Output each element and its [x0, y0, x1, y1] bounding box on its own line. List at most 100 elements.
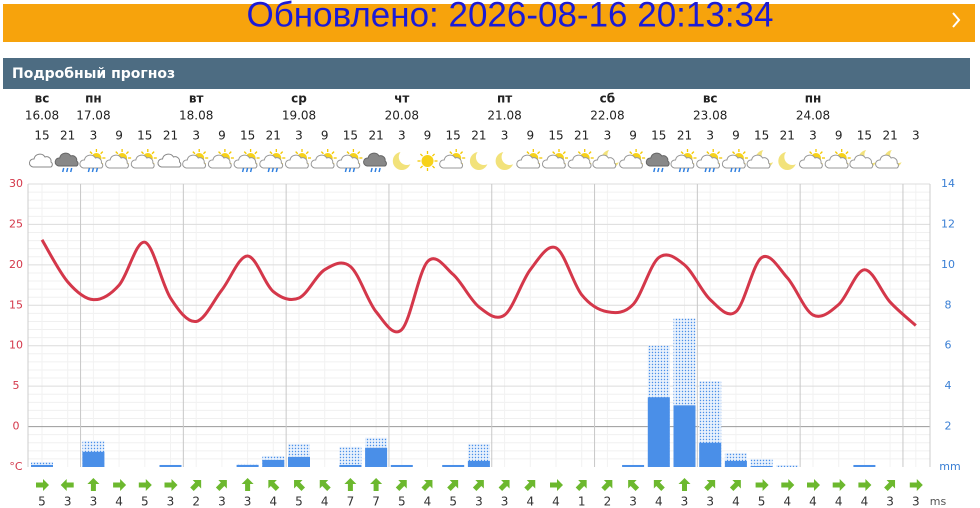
- moon-shadow: [501, 149, 518, 165]
- sun-ray: [431, 153, 436, 157]
- hour-label: 15: [754, 129, 769, 143]
- precip-bar: [159, 464, 182, 467]
- rain-drop: [352, 167, 356, 173]
- y2-tick-label: 12: [941, 217, 955, 230]
- sun-ray: [346, 151, 350, 155]
- cloud: [182, 154, 206, 169]
- sun-ray: [115, 151, 119, 155]
- sun-ray: [243, 151, 247, 155]
- weather-icon: [392, 149, 415, 170]
- cloud: [233, 154, 258, 169]
- wind-arrow: [138, 478, 152, 491]
- rain-drop: [65, 167, 69, 173]
- wind-speed: 4: [732, 495, 740, 508]
- sun-ray: [577, 151, 581, 155]
- wind-speed: 3: [629, 495, 637, 508]
- wind-arrow: [447, 480, 459, 492]
- weather-icon: [207, 149, 234, 169]
- rain-drop: [271, 167, 275, 173]
- sun-ray: [419, 153, 424, 157]
- wind-speed: 2: [192, 495, 200, 508]
- sun-ray: [819, 151, 823, 155]
- day-date: 18.08: [179, 109, 213, 123]
- day-name: пн: [805, 92, 822, 106]
- precip-bar: [82, 451, 105, 467]
- hour-label: 3: [501, 129, 509, 143]
- sun-ray: [125, 151, 129, 155]
- cloud: [285, 154, 309, 169]
- day-date: 23.08: [693, 109, 727, 123]
- cloud: [259, 154, 284, 169]
- cloud: [105, 154, 129, 169]
- hour-label: 21: [882, 129, 897, 143]
- rain-drop: [267, 167, 271, 173]
- rain-drop: [91, 167, 95, 173]
- banner[interactable]: [3, 4, 975, 42]
- weather-icon: [29, 153, 53, 168]
- wind-speed: 4: [783, 495, 791, 508]
- weather-icon: [79, 149, 106, 173]
- weather-icon: [54, 152, 79, 173]
- wind-speed: 4: [115, 495, 123, 508]
- weather-icon: [516, 149, 543, 169]
- sun-ray: [449, 151, 453, 155]
- rain-drop: [657, 167, 660, 173]
- precip-range-bar: [339, 446, 362, 467]
- cloud: [799, 154, 823, 169]
- weather-icon: [619, 149, 646, 169]
- cloud: [363, 152, 387, 167]
- hour-label: 21: [677, 129, 692, 143]
- wind-arrow: [832, 478, 846, 491]
- wind-speed: 5: [38, 495, 46, 508]
- precip-bar: [647, 397, 670, 467]
- weather-icon: [721, 149, 748, 173]
- sun-ray: [706, 151, 710, 155]
- hour-label: 3: [912, 129, 920, 143]
- moon-shadow: [475, 149, 492, 165]
- wind-speed: 5: [449, 495, 457, 508]
- wind-speed: 3: [218, 495, 226, 508]
- y-tick-label: 25: [9, 217, 23, 230]
- hour-label: 15: [137, 129, 152, 143]
- cloud: [670, 154, 695, 169]
- wind-speed: 4: [321, 495, 329, 508]
- wind-arrow: [241, 478, 254, 491]
- precip-range-bar: [750, 458, 773, 467]
- wind-speed: 3: [706, 495, 714, 508]
- y-unit: °C: [9, 460, 23, 473]
- weather-icon: [233, 149, 260, 173]
- rain-drop: [712, 167, 715, 173]
- weather-icon: [592, 147, 624, 169]
- rain-drop: [708, 167, 711, 173]
- y2-tick-label: 8: [945, 298, 952, 311]
- wind-speed: 4: [424, 495, 432, 508]
- sun-ray: [834, 151, 838, 155]
- hour-label: 15: [446, 129, 461, 143]
- sun-ray: [629, 151, 633, 155]
- rain-drop: [69, 167, 73, 173]
- wind-speed: 5: [295, 495, 303, 508]
- y-tick-label: 5: [13, 379, 20, 392]
- day-date: 24.08: [796, 109, 830, 123]
- hour-label: 9: [732, 129, 740, 143]
- sun-ray: [716, 151, 721, 155]
- wind-arrow: [884, 480, 896, 492]
- wind-arrow: [628, 480, 640, 492]
- precip-bar: [673, 405, 696, 467]
- rain-drop: [61, 167, 65, 173]
- weather-icon: [542, 149, 568, 169]
- hour-label: 3: [604, 129, 612, 143]
- rain-drop: [275, 167, 279, 173]
- wind-speed: 5: [141, 495, 149, 508]
- weather-icon: [799, 149, 825, 169]
- wind-speed: 3: [90, 495, 98, 508]
- wind-arrow: [294, 480, 306, 492]
- precip-bar: [724, 460, 747, 467]
- sun-ray: [320, 151, 324, 155]
- chevron[interactable]: [952, 12, 961, 28]
- y-tick-label: 0: [13, 420, 20, 433]
- wind-arrow: [755, 479, 769, 492]
- sun-ray: [459, 151, 464, 155]
